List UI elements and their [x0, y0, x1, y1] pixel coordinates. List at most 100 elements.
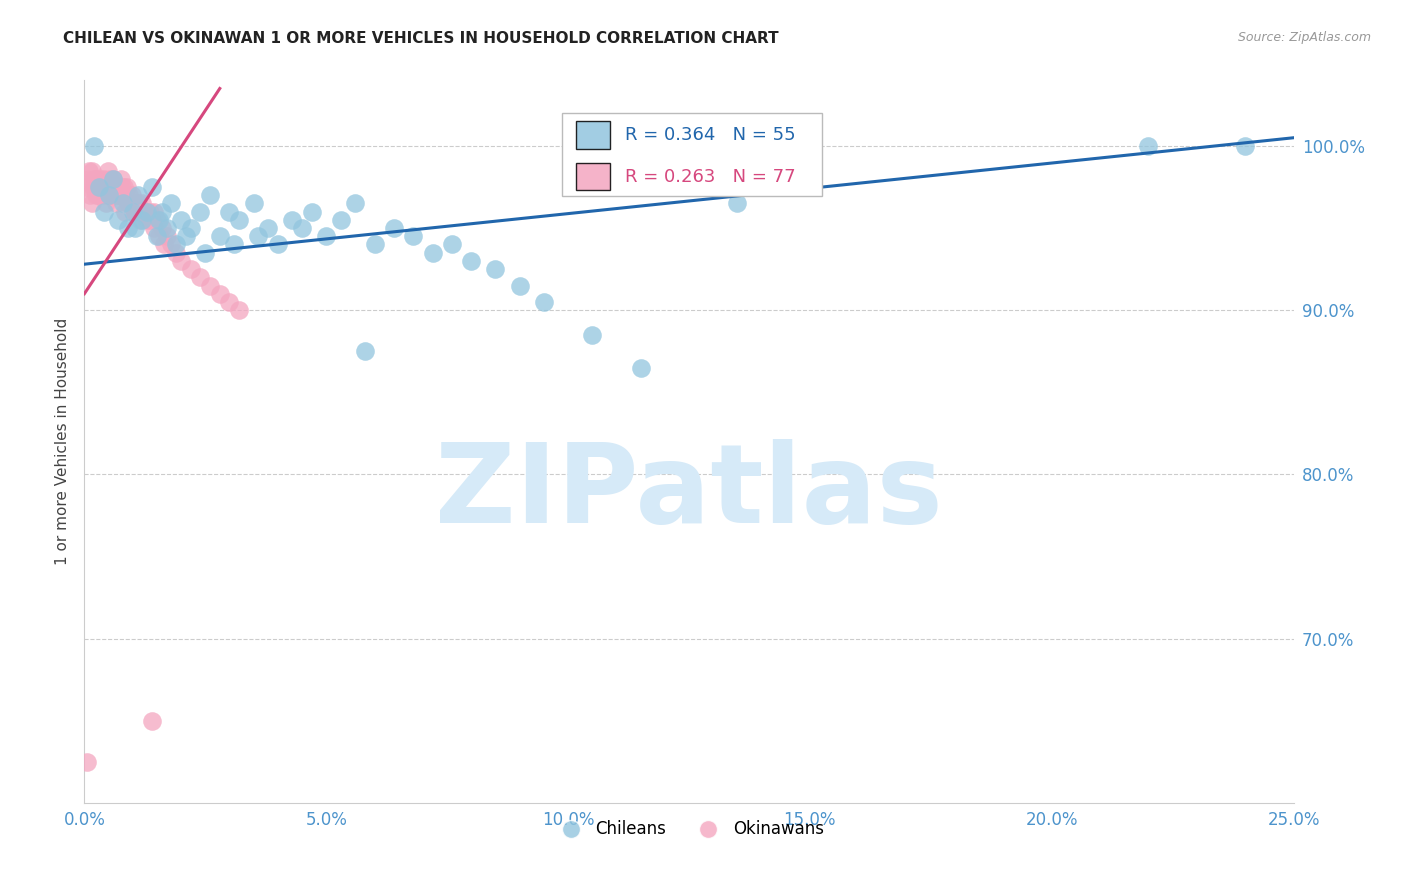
Point [281, 212, 304, 227]
Point [121, 204, 143, 219]
Point [228, 212, 250, 227]
Text: ZIPatlas: ZIPatlas [434, 439, 943, 546]
Point [329, 212, 352, 227]
Point [97, 180, 120, 194]
FancyBboxPatch shape [576, 163, 610, 191]
Text: Source: ZipAtlas.com: Source: ZipAtlas.com [1237, 31, 1371, 45]
Point [382, 221, 405, 235]
Y-axis label: 1 or more Vehicles in Household: 1 or more Vehicles in Household [55, 318, 70, 566]
Point [134, 204, 156, 219]
Point [180, 262, 202, 277]
Point [146, 229, 169, 244]
Point [83, 139, 105, 153]
Point [76, 755, 98, 769]
Point [91, 180, 114, 194]
Point [180, 221, 202, 235]
Point [165, 245, 187, 260]
Point [87, 180, 110, 194]
Point [247, 229, 270, 244]
Point [80, 196, 103, 211]
Point [422, 245, 444, 260]
Point [84, 180, 107, 194]
Point [112, 180, 135, 194]
Point [190, 204, 212, 219]
Point [725, 196, 748, 211]
Point [93, 180, 115, 194]
Point [100, 188, 122, 202]
Point [440, 237, 463, 252]
Point [90, 188, 112, 202]
Point [112, 196, 135, 211]
Point [86, 188, 108, 202]
Point [105, 180, 128, 194]
Point [155, 221, 177, 235]
Point [79, 188, 101, 202]
Point [208, 286, 231, 301]
Point [363, 237, 385, 252]
Point [103, 171, 125, 186]
Point [129, 212, 152, 227]
Point [198, 278, 221, 293]
Point [83, 171, 105, 186]
Point [121, 196, 143, 211]
Text: R = 0.364   N = 55: R = 0.364 N = 55 [624, 126, 796, 145]
Point [93, 171, 115, 186]
Point [97, 188, 120, 202]
Point [228, 303, 250, 318]
FancyBboxPatch shape [576, 121, 610, 149]
Point [155, 229, 177, 244]
Point [344, 196, 367, 211]
Point [267, 237, 290, 252]
Point [190, 270, 212, 285]
Point [150, 221, 173, 235]
Point [110, 171, 132, 186]
Point [141, 212, 163, 227]
FancyBboxPatch shape [562, 112, 823, 196]
Point [87, 188, 110, 202]
Point [146, 212, 169, 227]
Point [153, 237, 176, 252]
Point [291, 221, 314, 235]
Point [93, 204, 115, 219]
Point [533, 295, 555, 310]
Point [107, 212, 129, 227]
Point [141, 714, 163, 728]
Point [402, 229, 425, 244]
Point [484, 262, 506, 277]
Point [127, 196, 149, 211]
Point [103, 180, 125, 194]
Point [1137, 139, 1160, 153]
Point [460, 254, 482, 268]
Point [354, 344, 377, 359]
Point [77, 171, 100, 186]
Point [170, 212, 193, 227]
Point [150, 204, 173, 219]
Point [98, 171, 121, 186]
Point [112, 188, 135, 202]
Point [165, 237, 187, 252]
Point [143, 221, 166, 235]
Point [100, 188, 122, 202]
Point [138, 212, 160, 227]
Point [101, 180, 124, 194]
Point [117, 196, 139, 211]
Point [86, 171, 108, 186]
Point [114, 188, 136, 202]
Point [90, 180, 112, 194]
Point [111, 180, 134, 194]
Point [301, 204, 323, 219]
Point [120, 196, 142, 211]
Point [124, 221, 146, 235]
Point [224, 237, 246, 252]
Point [118, 188, 141, 202]
Text: CHILEAN VS OKINAWAN 1 OR MORE VEHICLES IN HOUSEHOLD CORRELATION CHART: CHILEAN VS OKINAWAN 1 OR MORE VEHICLES I… [63, 31, 779, 46]
Point [148, 229, 170, 244]
Point [107, 188, 129, 202]
Point [208, 229, 231, 244]
Point [87, 180, 110, 194]
Point [76, 180, 98, 194]
Point [94, 188, 117, 202]
Point [148, 212, 170, 227]
Point [170, 254, 193, 268]
Point [218, 204, 240, 219]
